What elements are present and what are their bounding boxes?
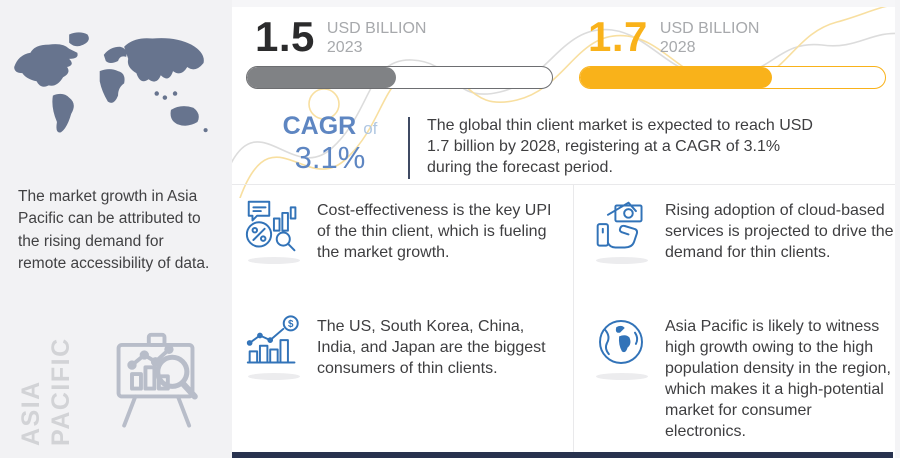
insight-cost-effectiveness: Cost-effectiveness is the key UPI of the… [232,185,573,301]
icon-shadow [596,257,648,264]
region-label: ASIA PACIFIC [16,296,76,446]
progress-bar-2028 [579,66,886,90]
top-margin-strip [232,0,900,7]
stat-2023-value: 1.5 [255,13,315,60]
cagr-connector: of [363,119,378,138]
stat-2028-value: 1.7 [588,13,648,60]
stats-row: 1.5 USD BILLION 2023 1.7 USD BILLION 202… [232,0,900,105]
cash-in-hand-icon [596,201,643,249]
globe-icon [599,320,643,364]
stat-2028: 1.7 USD BILLION 2028 [579,13,886,105]
region-label-line2: PACIFIC [47,337,75,446]
presentation-chart-icon [116,332,198,428]
insight-asia-pacific-growth: Asia Pacific is likely to witness high g… [573,301,900,452]
stat-2023-unit: USD BILLION [326,20,427,37]
right-margin-strip [895,0,900,458]
stat-2023-year: 2023 [326,39,363,57]
stat-2023: 1.5 USD BILLION 2023 [246,13,553,105]
insight-text: The US, South Korea, China, India, and J… [317,318,546,377]
cost-analysis-icon [245,200,297,252]
insights-grid: Cost-effectiveness is the key UPI of the… [232,184,900,452]
cagr-section: CAGR of 3.1% The global thin client mark… [232,105,900,184]
region-sidebar: The market growth in Asia Pacific can be… [0,0,232,458]
icon-shadow [248,373,300,380]
stat-2028-meta: USD BILLION 2028 [660,16,760,57]
main-content: 1.5 USD BILLION 2023 1.7 USD BILLION 202… [232,0,900,458]
progress-bar-2023-fill [247,67,397,89]
stat-2023-meta: USD BILLION 2023 [327,16,427,57]
cagr-block: CAGR of 3.1% [278,113,382,184]
insight-biggest-consumers: $ The US, South Korea, China, India, and… [232,301,573,452]
icon-shadow [248,257,300,264]
cagr-value: 3.1% [294,140,366,176]
stat-2028-unit: USD BILLION [659,20,760,37]
svg-text:$: $ [288,319,294,330]
insight-text: Cost-effectiveness is the key UPI of the… [317,202,552,261]
progress-bar-2028-fill [580,67,773,89]
insight-cloud-adoption: Rising adoption of cloud-based services … [573,185,900,301]
sidebar-paragraph: The market growth in Asia Pacific can be… [18,188,210,272]
region-label-line1: ASIA [17,380,45,446]
cagr-label: CAGR [282,112,357,140]
cagr-description: The global thin client market is expecte… [427,117,813,176]
growth-bar-chart-icon: $ [246,315,299,364]
progress-bar-2023 [246,66,553,90]
insight-text: Asia Pacific is likely to witness high g… [665,318,891,440]
stat-2028-year: 2028 [659,39,696,57]
vertical-divider [408,117,410,179]
insight-text: Rising adoption of cloud-based services … [665,202,894,261]
world-map [14,32,208,133]
icon-shadow [596,373,648,380]
footer-bar [232,452,893,458]
